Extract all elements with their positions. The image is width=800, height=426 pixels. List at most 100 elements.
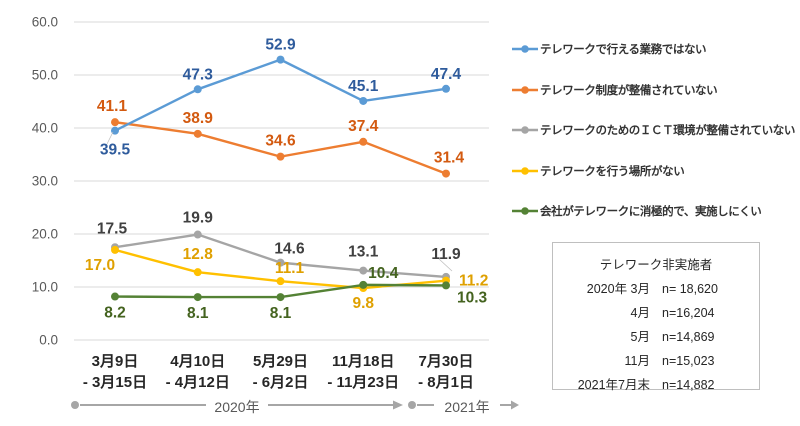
data-label: 17.5 [97, 220, 128, 237]
note-period: 2021年7月末 [577, 378, 650, 392]
data-label: 11.9 [431, 246, 461, 263]
series-point [193, 85, 202, 94]
data-label: 52.9 [265, 37, 296, 54]
series-line [114, 58, 447, 132]
series-point [111, 292, 119, 301]
data-label: 41.1 [97, 98, 128, 115]
legend-marker-icon [512, 166, 538, 175]
note-sample-size: n=14,869 [662, 330, 715, 344]
data-label: 17.0 [85, 257, 115, 274]
x-axis-label-line2: - 3月15日 [83, 374, 147, 391]
y-axis-tick-label: 20.0 [32, 227, 58, 242]
label-leader-line [106, 131, 114, 145]
data-label: 14.6 [274, 241, 305, 258]
series-point [111, 245, 119, 254]
y-axis-tick-label: 60.0 [32, 15, 58, 30]
timeline-arrow-icon [511, 400, 519, 410]
x-axis-label-line1: 5月29日 [253, 353, 308, 370]
sample-size-box: テレワーク非実施者 2020年 3月 n= 18,620 4月 n=16,204 5月 n… [552, 242, 760, 392]
note-period: 11月 [624, 354, 650, 368]
series-point [442, 84, 450, 93]
note-period: 4月 [630, 306, 650, 320]
note-box-row-3: 11月 n=15,023 [553, 349, 759, 373]
legend-item-3: テレワークを行う場所がない [512, 151, 795, 192]
series-point [111, 118, 119, 127]
series-point [193, 230, 202, 239]
data-label: 8.2 [104, 305, 126, 322]
x-axis-label-line2: - 8月1日 [418, 374, 474, 391]
legend-marker-icon [512, 85, 538, 94]
legend-item-2: テレワークのためのＩＣＴ環境が整備されていない [512, 110, 795, 151]
legend-label: テレワーク制度が整備されていない [540, 84, 718, 97]
data-label: 38.9 [183, 110, 214, 127]
legend-label: 会社がテレワークに消極的で、実施しにくい [540, 206, 762, 219]
x-axis-label-line1: 11月18日 [332, 353, 395, 370]
timeline-dot-icon [71, 401, 79, 409]
series-point [442, 281, 450, 290]
legend-marker-icon [512, 126, 538, 135]
x-axis-label-line2: - 11月23日 [327, 374, 399, 391]
series-point [193, 293, 202, 302]
legend-item-0: テレワークで行える業務ではない [512, 29, 795, 70]
data-label: 37.4 [348, 118, 379, 135]
legend-label: テレワークで行える業務ではない [540, 44, 707, 57]
data-label: 19.9 [183, 210, 214, 227]
legend-item-4: 会社がテレワークに消極的で、実施しにくい [512, 191, 795, 232]
series-point [276, 55, 285, 64]
y-axis-tick-label: 10.0 [32, 280, 58, 295]
x-axis-label-line1: 7月30日 [418, 353, 473, 370]
data-label: 34.6 [265, 133, 296, 150]
timeline-arrow-icon [393, 400, 403, 410]
series-point [359, 96, 368, 105]
x-axis-label-line2: - 6月2日 [253, 374, 309, 391]
note-box-row-4: 2021年7月末 n=14,882 [553, 373, 759, 397]
data-label: 31.4 [434, 150, 465, 167]
legend-label: テレワークのためのＩＣＴ環境が整備されていない [540, 125, 795, 138]
data-label: 47.4 [431, 66, 462, 83]
legend-marker-icon [512, 45, 538, 54]
x-axis-label-line1: 3月9日 [92, 353, 139, 370]
note-sample-size: n= 18,620 [662, 282, 718, 296]
series-point [276, 277, 285, 286]
data-label: 39.5 [100, 142, 131, 159]
note-box-row-0: 2020年 3月 n= 18,620 [553, 277, 759, 301]
note-box-rows: 2020年 3月 n= 18,620 4月 n=16,204 5月 n=14,869 11月… [553, 277, 759, 397]
data-label: 10.3 [457, 289, 488, 306]
timeline-label-2020: 2020年 [214, 399, 260, 415]
note-box-row-1: 4月 n=16,204 [553, 301, 759, 325]
data-label: 47.3 [183, 66, 214, 83]
series-point [359, 137, 368, 146]
series-point [442, 169, 450, 178]
note-sample-size: n=16,204 [662, 306, 715, 320]
data-label: 8.1 [187, 305, 209, 322]
legend-item-1: テレワーク制度が整備されていない [512, 70, 795, 111]
legend-marker-icon [512, 207, 538, 216]
label-leader-line [438, 258, 453, 272]
y-axis-tick-label: 40.0 [32, 121, 58, 136]
data-label: 45.1 [348, 78, 379, 95]
timeline-label-2021: 2021年 [444, 399, 490, 415]
series-point [193, 268, 202, 277]
data-label: 10.4 [368, 265, 399, 282]
data-label: 13.1 [348, 244, 379, 261]
note-sample-size: n=15,023 [662, 354, 715, 368]
note-period: 5月 [630, 330, 650, 344]
data-label: 12.8 [183, 246, 214, 263]
data-label: 9.8 [352, 295, 374, 312]
series-point [276, 258, 285, 267]
note-period: 2020年 3月 [586, 282, 650, 296]
note-sample-size: n=14,882 [662, 378, 715, 392]
data-label: 11.2 [459, 273, 488, 290]
data-label: 8.1 [270, 305, 292, 322]
legend-label: テレワークを行う場所がない [540, 165, 685, 178]
series-point [276, 152, 285, 161]
x-axis-label-line2: - 4月12日 [166, 374, 230, 391]
data-label: 11.1 [275, 260, 305, 277]
timeline-dot-icon [408, 401, 416, 409]
x-axis-label-line1: 4月10日 [170, 353, 225, 370]
note-box-title: テレワーク非実施者 [599, 258, 713, 272]
series-point [359, 266, 368, 275]
series-point [359, 280, 368, 289]
